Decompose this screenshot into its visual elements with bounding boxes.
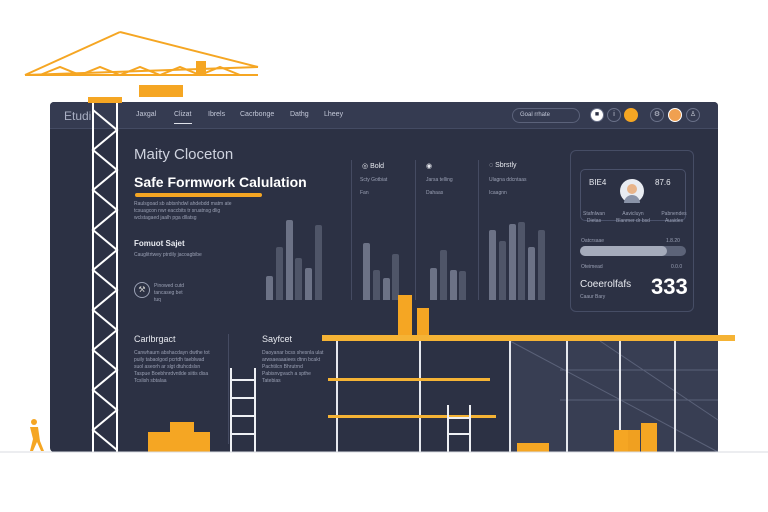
bookmark-icon[interactable]: ■ bbox=[590, 108, 604, 122]
stat-2-sub: Jarsa telling bbox=[426, 177, 453, 183]
chart-bar bbox=[305, 268, 313, 300]
settings-icon[interactable]: ⚙ bbox=[650, 108, 664, 122]
row1-label: Oatcrsaae bbox=[581, 238, 605, 244]
right-section-title: Sayfcet bbox=[262, 334, 293, 344]
center-caption: Aavicluyn Blanmer dr bsd bbox=[616, 211, 650, 224]
ladders bbox=[230, 368, 471, 452]
section-title: Fomuot Sajet bbox=[134, 239, 185, 248]
metric-value: 333 bbox=[651, 274, 688, 299]
crane-mast bbox=[91, 100, 119, 452]
divider bbox=[351, 160, 352, 300]
badge-label: Pinowed cutd tancaseg bet tuq bbox=[154, 283, 185, 303]
chart-bar bbox=[392, 253, 400, 300]
chart-bar bbox=[489, 229, 496, 300]
chart-bar bbox=[518, 221, 526, 300]
info-icon[interactable]: i bbox=[607, 108, 621, 122]
search-input[interactable]: Goal rrhate bbox=[512, 108, 580, 123]
chart-bar bbox=[439, 249, 447, 300]
alert-icon: ◉ bbox=[426, 163, 433, 170]
left-caption: Stafnlwan Dietas bbox=[583, 211, 605, 224]
building-structure bbox=[322, 295, 735, 453]
chart-bar bbox=[430, 268, 437, 300]
chat-icon[interactable] bbox=[624, 108, 638, 122]
stat-2-value: Dahaas bbox=[426, 190, 444, 196]
chart-bar bbox=[315, 224, 322, 300]
right-value: 87.6 bbox=[655, 178, 671, 187]
stat-2: ◉ bbox=[426, 162, 432, 170]
gauge-icon: ◎ bbox=[362, 163, 369, 170]
chart-bar bbox=[449, 269, 457, 300]
metric-sub: Caaur Bary bbox=[580, 294, 606, 300]
nav-item[interactable]: Ibrels bbox=[208, 111, 226, 118]
left-section-text: Canwhaurn abshacdayn dwthe tot puily taba… bbox=[134, 350, 210, 384]
stat-3-value: Icaagnn bbox=[489, 190, 507, 196]
row1-value: 1.8.20 bbox=[666, 238, 680, 244]
nav-item[interactable]: Jaxgal bbox=[136, 111, 157, 118]
chart-bar bbox=[295, 257, 303, 300]
divider bbox=[478, 160, 479, 300]
chart-bar bbox=[285, 220, 293, 300]
chart-bar bbox=[266, 276, 273, 300]
section-desc: Cauglitrtwey ptrdily jacoagbibe bbox=[134, 252, 202, 258]
worker-figure bbox=[30, 419, 44, 451]
divider bbox=[415, 160, 416, 300]
refresh-icon: ◌ bbox=[489, 162, 494, 169]
page-title: Safe Formwork Calulation bbox=[134, 174, 307, 190]
row2-value: 0.0.0 bbox=[671, 264, 683, 270]
user-icon[interactable]: ♙ bbox=[686, 108, 700, 122]
avatar[interactable] bbox=[668, 108, 682, 122]
description: Raulsgoad sb abtsnhdwl ahdebdd matm ate t… bbox=[134, 201, 232, 221]
stat-1: ◎ Bold bbox=[362, 163, 385, 170]
metric-label: Coeerolfafs bbox=[580, 279, 632, 290]
stat-1-value: Fan bbox=[360, 190, 369, 196]
chart-bar bbox=[538, 229, 545, 300]
divider bbox=[228, 334, 229, 444]
chart-bar bbox=[275, 247, 283, 300]
chart-bar bbox=[382, 277, 390, 300]
chart-bar bbox=[363, 243, 370, 300]
crane bbox=[24, 31, 259, 97]
worker-icon: ⚒ bbox=[134, 282, 150, 298]
nav-item-active[interactable]: Clizat bbox=[174, 111, 192, 124]
avatar bbox=[620, 179, 644, 203]
chart-bar bbox=[498, 240, 506, 300]
nav-item[interactable]: Cacrbonge bbox=[240, 111, 275, 118]
profile-card: BIE4 87.6 Stafnlwan Dietas Aavicluyn Bla… bbox=[570, 150, 694, 312]
dashboard-window: Etudi Jaxgal Clizat Ibrels Cacrbonge Dat… bbox=[50, 102, 718, 452]
left-value: BIE4 bbox=[589, 178, 607, 187]
machine bbox=[148, 432, 210, 452]
brand-logo: Etudi bbox=[64, 109, 92, 123]
progress-bar bbox=[580, 246, 686, 256]
row2-label: Oteimead bbox=[581, 264, 603, 270]
right-caption: Pabnendes Auaides bbox=[661, 211, 687, 224]
chart-bar bbox=[372, 269, 380, 300]
nav-item[interactable]: Lheey bbox=[324, 111, 344, 118]
stat-3: ◌ Sbrstly bbox=[489, 162, 517, 169]
stat-3-sub: Ulagna ddcntaas bbox=[489, 177, 527, 183]
chart-bar bbox=[528, 247, 536, 300]
right-section-text: Daoyanar bcss shesnla ulat arwsaeaaaiees … bbox=[262, 350, 324, 384]
page-heading: Maity Cloceton bbox=[134, 146, 234, 163]
top-nav: Etudi Jaxgal Clizat Ibrels Cacrbonge Dat… bbox=[50, 102, 718, 129]
title-underline bbox=[135, 193, 262, 197]
left-section-title: Carlbrgact bbox=[134, 334, 176, 344]
chart-bar bbox=[459, 271, 467, 300]
stat-1-sub: Scty Gotbiat bbox=[360, 177, 388, 183]
chart-bar bbox=[508, 224, 516, 300]
nav-item[interactable]: Dathg bbox=[290, 111, 309, 118]
